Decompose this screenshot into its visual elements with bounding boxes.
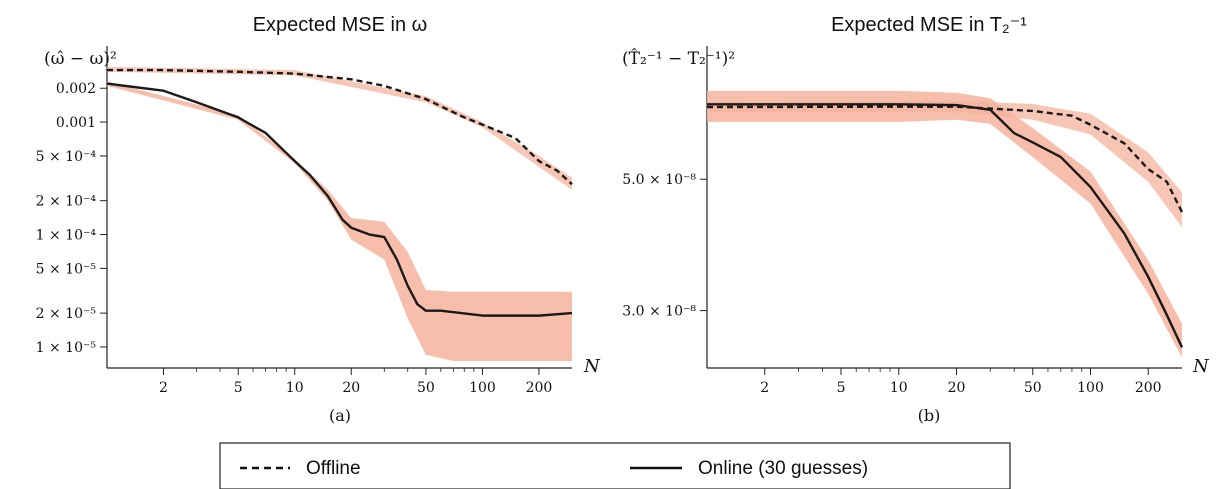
chart-title: Expected MSE in ω (253, 14, 428, 36)
chart-title: Expected MSE in T₂⁻¹ (831, 14, 1027, 36)
x-tick-label: 2 (760, 380, 769, 396)
plot-area (706, 90, 1184, 358)
series-line-online (106, 82, 573, 317)
x-tick-label: 5 (837, 380, 846, 396)
panel-caption: (b) (918, 406, 941, 425)
y-tick-label: 2 × 10⁻⁵ (36, 306, 97, 322)
x-tick-label: 200 (526, 380, 553, 396)
y-axis-label: (ω̂ − ω)² (44, 49, 117, 69)
y-axis-label: (T̂₂⁻¹ − T₂⁻¹)² (622, 49, 735, 69)
series-line-offline (706, 105, 1184, 213)
x-tick-label: 20 (342, 380, 360, 396)
x-tick-label: 5 (234, 380, 243, 396)
chart-panel-b: Expected MSE in T₂⁻¹ (T̂₂⁻¹ − T₂⁻¹)² N (… (622, 14, 1210, 425)
confidence-band-online (107, 81, 572, 362)
legend-box (219, 442, 1011, 489)
x-tick-label: 200 (1135, 380, 1162, 396)
y-tick-label: 5.0 × 10⁻⁸ (622, 172, 696, 188)
x-tick-label: 2 (159, 380, 168, 396)
x-tick-label: 100 (1077, 380, 1104, 396)
tick-layer: 2 5 10 20 50 100 200 0.002 0.001 5 × 10⁻⁴ 2 × 10⁻⁴… (36, 46, 572, 396)
x-tick-label: 10 (286, 380, 304, 396)
y-tick-label: 5 × 10⁻⁴ (36, 149, 97, 165)
chart-panel-a: Expected MSE in ω (ω̂ − ω)² N (a) 2 5 10 20… (36, 14, 601, 425)
y-tick-label: 5 × 10⁻⁵ (36, 261, 97, 277)
panel-caption: (a) (329, 406, 351, 425)
y-tick-label: 2 × 10⁻⁴ (36, 194, 97, 210)
legend-offline-label: Offline (306, 458, 361, 479)
y-tick-label: 3.0 × 10⁻⁸ (622, 304, 696, 320)
x-tick-label: 50 (417, 380, 435, 396)
y-tick-label: 0.001 (56, 115, 96, 131)
tick-layer: 2 5 10 20 50 100 200 5.0 × 10⁻⁸ 3.0 × 10⁻⁸ (622, 46, 1182, 396)
x-tick-label: 50 (1024, 380, 1042, 396)
confidence-band-offline (107, 66, 572, 190)
y-tick-label: 1 × 10⁻⁴ (36, 228, 97, 244)
x-axis-label: N (583, 356, 601, 377)
plot-area (106, 66, 573, 362)
legend: Offline Online (30 guesses) (219, 442, 1011, 489)
confidence-band-online (707, 90, 1182, 358)
x-tick-label: 20 (948, 380, 966, 396)
y-tick-label: 0.002 (56, 81, 96, 97)
y-tick-label: 1 × 10⁻⁵ (36, 340, 97, 356)
series-line-online (707, 103, 1184, 348)
x-axis-label: N (1192, 356, 1210, 377)
x-tick-label: 10 (890, 380, 908, 396)
series-line-offline (107, 68, 573, 186)
x-tick-label: 100 (469, 380, 496, 396)
legend-online-label: Online (30 guesses) (698, 458, 868, 479)
